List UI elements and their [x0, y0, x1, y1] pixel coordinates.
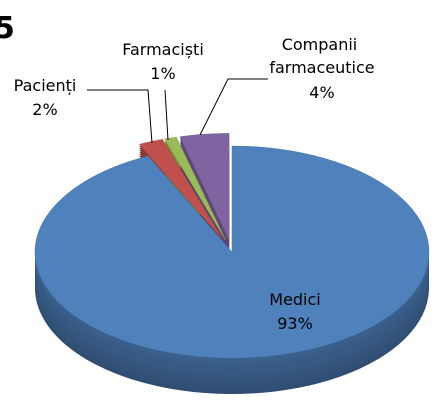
slice-label: Farmaciști	[122, 40, 204, 59]
leader-line	[199, 78, 268, 136]
slice	[138, 139, 224, 241]
slice-label: Companii farmaceutice	[269, 35, 374, 77]
leader-line	[87, 89, 153, 144]
chart-title: 5	[0, 11, 15, 46]
slice-label: Pacienți	[14, 76, 77, 95]
value-label: 93%	[277, 314, 313, 333]
slice	[164, 136, 226, 240]
leader-line	[164, 89, 169, 141]
slice-label: Medici	[269, 290, 321, 309]
value-label: 1%	[150, 64, 175, 83]
value-label: 2%	[32, 100, 57, 119]
slice	[179, 133, 230, 240]
slice	[34, 145, 430, 359]
value-label: 4%	[309, 83, 334, 102]
